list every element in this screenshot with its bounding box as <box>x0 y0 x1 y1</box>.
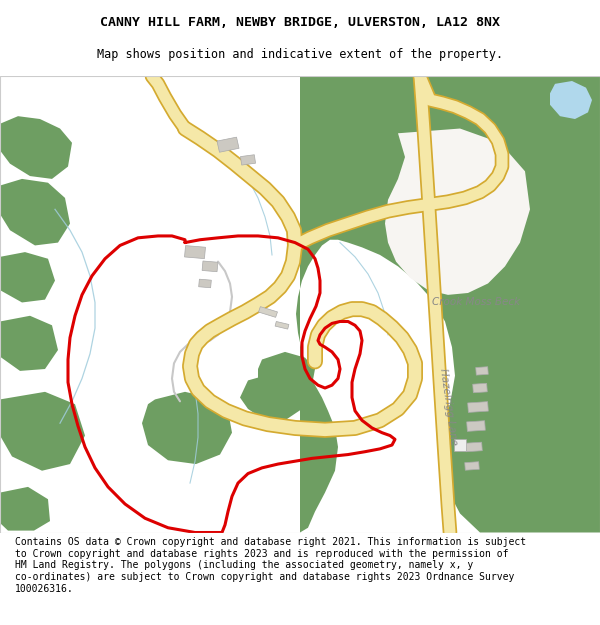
Bar <box>202 261 218 272</box>
Polygon shape <box>0 316 58 371</box>
Text: Contains OS data © Crown copyright and database right 2021. This information is : Contains OS data © Crown copyright and d… <box>15 537 526 594</box>
Bar <box>259 307 277 318</box>
Polygon shape <box>486 302 572 369</box>
Polygon shape <box>0 252 55 302</box>
Polygon shape <box>296 76 600 532</box>
Polygon shape <box>0 392 85 471</box>
Bar <box>467 421 485 431</box>
Bar <box>199 279 211 288</box>
Bar <box>185 246 205 259</box>
Bar <box>241 155 256 165</box>
Text: Crook Moss Beck: Crook Moss Beck <box>432 298 520 308</box>
Polygon shape <box>0 116 72 179</box>
Bar <box>466 442 482 452</box>
Bar <box>467 402 488 412</box>
Polygon shape <box>0 487 50 531</box>
Polygon shape <box>445 407 572 494</box>
Bar <box>473 383 487 392</box>
Bar <box>275 321 289 329</box>
Bar <box>465 462 479 470</box>
Polygon shape <box>240 372 305 421</box>
Text: Map shows position and indicative extent of the property.: Map shows position and indicative extent… <box>97 48 503 61</box>
Text: CANNY HILL FARM, NEWBY BRIDGE, ULVERSTON, LA12 8NX: CANNY HILL FARM, NEWBY BRIDGE, ULVERSTON… <box>100 16 500 29</box>
Bar <box>217 137 239 152</box>
Bar <box>476 367 488 375</box>
Polygon shape <box>258 352 315 394</box>
Polygon shape <box>0 179 70 246</box>
Polygon shape <box>385 129 530 295</box>
Bar <box>454 439 466 451</box>
Polygon shape <box>142 392 232 464</box>
Text: Hazelrigg Lane: Hazelrigg Lane <box>437 368 458 446</box>
Polygon shape <box>550 81 592 119</box>
